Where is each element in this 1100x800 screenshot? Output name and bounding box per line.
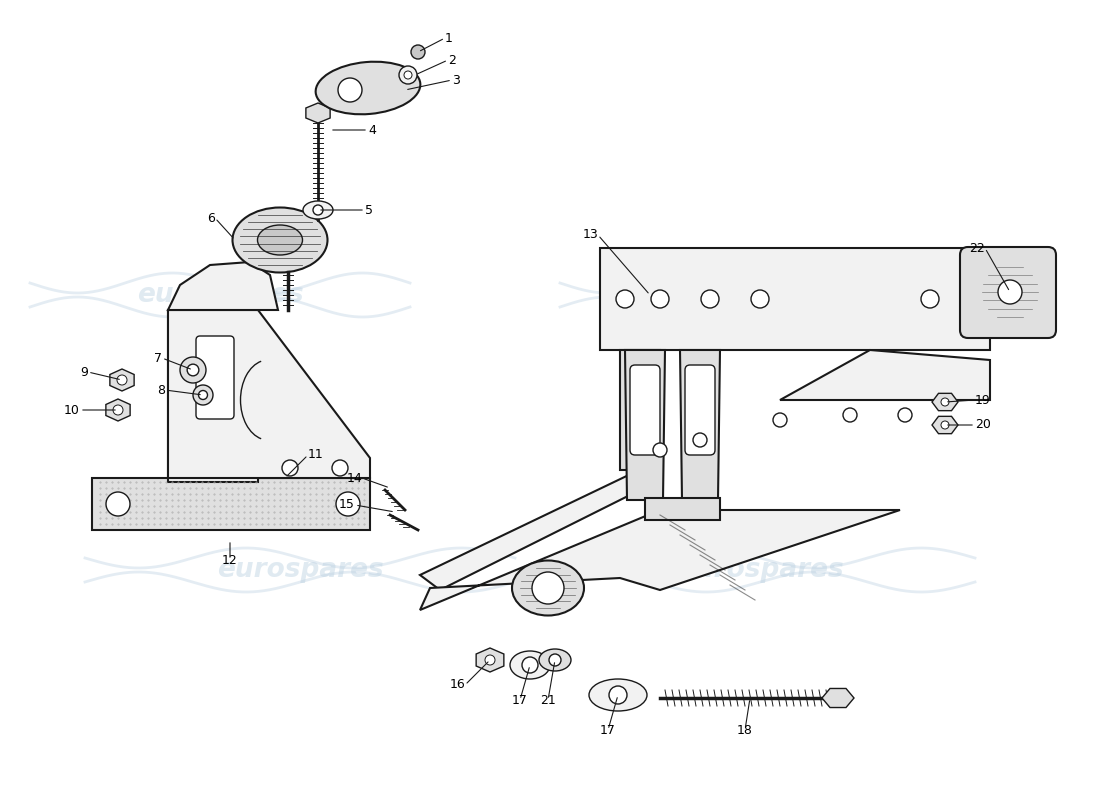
Bar bbox=[645, 498, 720, 520]
Circle shape bbox=[532, 572, 564, 604]
Polygon shape bbox=[106, 399, 130, 421]
Polygon shape bbox=[110, 369, 134, 391]
Circle shape bbox=[998, 280, 1022, 304]
FancyBboxPatch shape bbox=[630, 365, 660, 455]
Circle shape bbox=[898, 408, 912, 422]
Text: 21: 21 bbox=[540, 694, 556, 706]
Circle shape bbox=[399, 66, 417, 84]
Text: 8: 8 bbox=[157, 383, 165, 397]
Circle shape bbox=[180, 357, 206, 383]
Polygon shape bbox=[822, 689, 854, 707]
Text: 4: 4 bbox=[368, 123, 376, 137]
Circle shape bbox=[106, 492, 130, 516]
Text: 15: 15 bbox=[339, 498, 355, 511]
Circle shape bbox=[192, 385, 213, 405]
Text: 14: 14 bbox=[346, 471, 362, 485]
Text: 17: 17 bbox=[601, 723, 616, 737]
Text: eurospares: eurospares bbox=[217, 557, 384, 583]
Circle shape bbox=[404, 71, 412, 79]
Circle shape bbox=[117, 375, 126, 385]
Circle shape bbox=[198, 390, 208, 399]
Polygon shape bbox=[420, 460, 660, 590]
Ellipse shape bbox=[539, 649, 571, 671]
Circle shape bbox=[338, 78, 362, 102]
Circle shape bbox=[701, 290, 719, 308]
Text: 7: 7 bbox=[154, 351, 162, 365]
Text: 17: 17 bbox=[513, 694, 528, 706]
Text: eurospares: eurospares bbox=[667, 282, 834, 308]
Ellipse shape bbox=[316, 62, 420, 114]
Ellipse shape bbox=[588, 679, 647, 711]
Ellipse shape bbox=[512, 561, 584, 615]
Circle shape bbox=[843, 408, 857, 422]
Circle shape bbox=[187, 364, 199, 376]
Circle shape bbox=[549, 654, 561, 666]
Text: 9: 9 bbox=[80, 366, 88, 378]
Text: 3: 3 bbox=[452, 74, 460, 86]
FancyBboxPatch shape bbox=[960, 247, 1056, 338]
FancyBboxPatch shape bbox=[685, 365, 715, 455]
Polygon shape bbox=[168, 262, 278, 310]
Text: 1: 1 bbox=[446, 31, 453, 45]
Polygon shape bbox=[932, 394, 958, 410]
Polygon shape bbox=[625, 350, 666, 500]
Circle shape bbox=[314, 205, 323, 215]
Circle shape bbox=[693, 433, 707, 447]
FancyBboxPatch shape bbox=[196, 336, 234, 419]
Circle shape bbox=[113, 405, 123, 415]
Text: 20: 20 bbox=[975, 418, 991, 431]
Ellipse shape bbox=[257, 225, 303, 255]
Polygon shape bbox=[780, 350, 990, 400]
Text: 16: 16 bbox=[449, 678, 465, 691]
Text: 5: 5 bbox=[365, 203, 373, 217]
Circle shape bbox=[940, 398, 949, 406]
Ellipse shape bbox=[510, 651, 550, 679]
Circle shape bbox=[411, 45, 425, 59]
Circle shape bbox=[773, 413, 786, 427]
Text: 22: 22 bbox=[969, 242, 984, 254]
Circle shape bbox=[651, 290, 669, 308]
Ellipse shape bbox=[232, 207, 328, 273]
Text: 10: 10 bbox=[64, 403, 80, 417]
Circle shape bbox=[522, 657, 538, 673]
Text: 6: 6 bbox=[207, 211, 215, 225]
Text: 13: 13 bbox=[582, 229, 598, 242]
Ellipse shape bbox=[302, 201, 333, 219]
Circle shape bbox=[653, 443, 667, 457]
Polygon shape bbox=[476, 648, 504, 672]
Text: 18: 18 bbox=[737, 723, 752, 737]
Polygon shape bbox=[168, 310, 370, 478]
Bar bbox=[92, 478, 370, 530]
Circle shape bbox=[332, 460, 348, 476]
Circle shape bbox=[616, 290, 634, 308]
Polygon shape bbox=[620, 350, 660, 470]
Polygon shape bbox=[306, 103, 330, 123]
Text: 11: 11 bbox=[308, 449, 323, 462]
Text: 19: 19 bbox=[975, 394, 991, 406]
FancyBboxPatch shape bbox=[168, 310, 258, 482]
Circle shape bbox=[751, 290, 769, 308]
Polygon shape bbox=[680, 350, 720, 500]
Circle shape bbox=[485, 655, 495, 665]
Circle shape bbox=[282, 460, 298, 476]
Polygon shape bbox=[600, 248, 990, 350]
Text: 12: 12 bbox=[222, 554, 238, 566]
Text: eurospares: eurospares bbox=[676, 557, 844, 583]
Text: eurospares: eurospares bbox=[136, 282, 304, 308]
Circle shape bbox=[336, 492, 360, 516]
Text: 2: 2 bbox=[448, 54, 455, 66]
Circle shape bbox=[921, 290, 939, 308]
Circle shape bbox=[609, 686, 627, 704]
Polygon shape bbox=[420, 510, 900, 610]
Circle shape bbox=[940, 421, 949, 429]
Polygon shape bbox=[932, 416, 958, 434]
